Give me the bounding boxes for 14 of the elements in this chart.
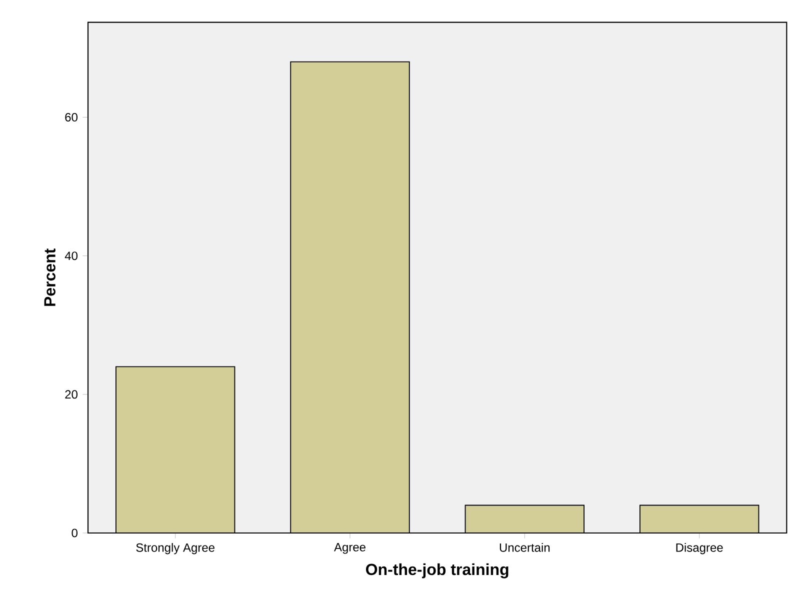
bar (290, 61, 410, 533)
y-tick-label: 60 (65, 112, 78, 122)
x-tick-label: Uncertain (500, 543, 550, 552)
y-tick-label: 40 (64, 252, 78, 260)
x-tick-label: Agree (334, 543, 366, 554)
y-tick-label: 20 (65, 390, 78, 399)
bar (464, 504, 585, 533)
bar (639, 504, 760, 533)
x-axis-title: On-the-job training (366, 563, 508, 578)
x-tick-label: Strongly Agree (136, 543, 214, 554)
bar (116, 366, 235, 533)
y-tick-label: 0 (72, 528, 78, 538)
y-axis-title: Percent (44, 248, 56, 306)
x-tick-label: Disagree (676, 543, 723, 554)
